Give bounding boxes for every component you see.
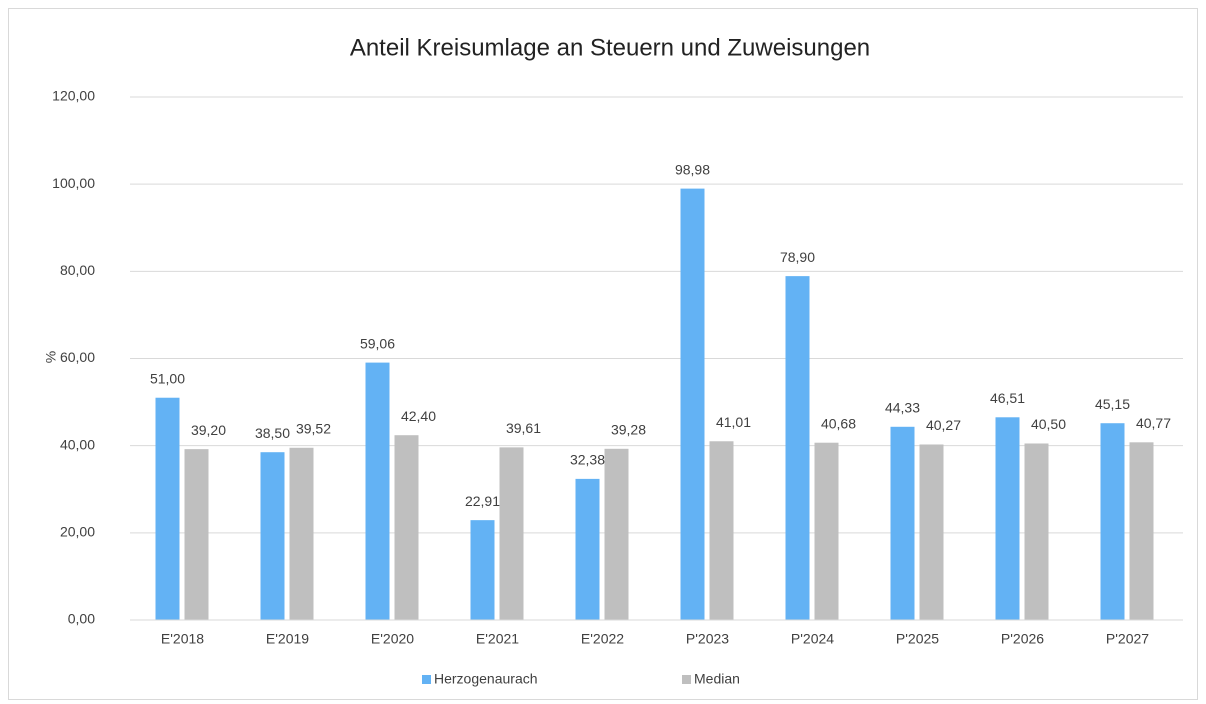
bar <box>1024 443 1049 620</box>
y-tick-label: 0,00 <box>68 611 95 627</box>
data-label: 44,33 <box>885 399 920 415</box>
data-label: 42,40 <box>401 408 436 424</box>
data-label: 22,91 <box>465 493 500 509</box>
data-label: 98,98 <box>675 161 710 177</box>
data-label: 40,68 <box>821 415 856 431</box>
data-label: 41,01 <box>716 414 751 430</box>
x-tick-label: P'2027 <box>1106 631 1149 647</box>
x-tick-label: P'2025 <box>896 631 939 647</box>
x-tick-label: P'2024 <box>791 631 834 647</box>
legend-label: Herzogenaurach <box>434 671 538 687</box>
data-label: 40,27 <box>926 417 961 433</box>
data-label: 59,06 <box>360 335 395 351</box>
y-tick-label: 60,00 <box>60 349 95 365</box>
y-tick-label: 20,00 <box>60 524 95 540</box>
bar <box>289 447 314 620</box>
bar <box>499 447 524 620</box>
y-tick-label: 100,00 <box>52 175 95 191</box>
bar <box>1100 423 1125 620</box>
bar <box>890 426 915 620</box>
bar <box>365 362 390 620</box>
bar <box>709 441 734 620</box>
x-tick-label: E'2018 <box>161 631 204 647</box>
bar <box>260 452 285 620</box>
data-label: 46,51 <box>990 390 1025 406</box>
bar <box>995 417 1020 620</box>
data-label: 40,77 <box>1136 415 1171 431</box>
bar <box>575 478 600 620</box>
x-tick-label: E'2022 <box>581 631 624 647</box>
x-tick-label: P'2023 <box>686 631 729 647</box>
x-tick-label: P'2026 <box>1001 631 1044 647</box>
data-label: 40,50 <box>1031 416 1066 432</box>
x-tick-label: E'2021 <box>476 631 519 647</box>
bar <box>814 442 839 620</box>
data-label: 38,50 <box>255 425 290 441</box>
x-tick-label: E'2019 <box>266 631 309 647</box>
data-label: 51,00 <box>150 370 185 386</box>
data-label: 39,20 <box>191 422 226 438</box>
legend-label: Median <box>694 671 740 687</box>
bar <box>604 448 629 620</box>
bar <box>394 435 419 620</box>
data-label: 39,61 <box>506 420 541 436</box>
bar <box>1129 442 1154 620</box>
y-tick-label: 80,00 <box>60 262 95 278</box>
y-tick-label: 120,00 <box>52 88 95 104</box>
x-tick-label: E'2020 <box>371 631 414 647</box>
bar <box>785 276 810 620</box>
legend-swatch <box>682 675 691 684</box>
data-label: 39,28 <box>611 422 646 438</box>
bar <box>184 449 209 620</box>
bar <box>680 188 705 620</box>
data-label: 32,38 <box>570 452 605 468</box>
data-label: 45,15 <box>1095 396 1130 412</box>
chart-title: Anteil Kreisumlage an Steuern und Zuweis… <box>350 34 870 61</box>
bar <box>155 397 180 620</box>
legend-swatch <box>422 675 431 684</box>
data-label: 78,90 <box>780 249 815 265</box>
bar <box>470 520 495 620</box>
data-label: 39,52 <box>296 420 331 436</box>
y-axis-label: % <box>43 351 59 363</box>
y-tick-label: 40,00 <box>60 436 95 452</box>
bar <box>919 444 944 620</box>
